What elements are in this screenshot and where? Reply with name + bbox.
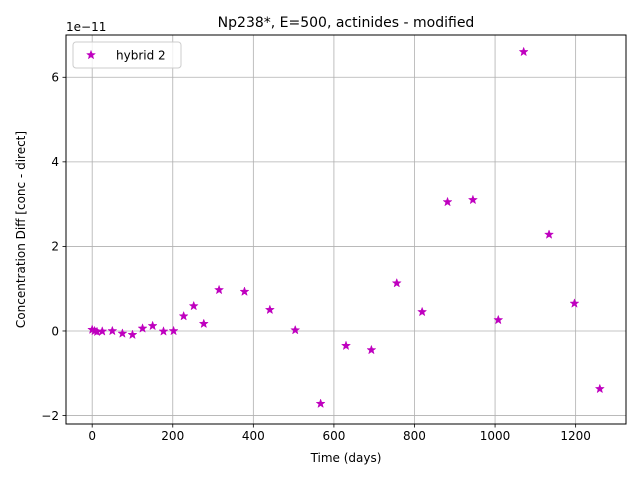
- legend-label-hybrid-2: hybrid 2: [116, 49, 166, 63]
- data-point: [214, 284, 225, 295]
- axes-frame: [65, 34, 627, 425]
- x-tick-label: 400: [242, 429, 265, 443]
- grid-lines: [66, 35, 626, 424]
- data-point: [137, 323, 148, 333]
- legend-box: [72, 41, 182, 69]
- data-point: [340, 340, 352, 351]
- data-point: [543, 229, 555, 239]
- data-point: [198, 318, 209, 329]
- data-point: [366, 344, 377, 355]
- data-point: [107, 325, 118, 336]
- data-point: [178, 310, 189, 321]
- y-axis-offset-label: 1e−11: [66, 20, 106, 34]
- chart-title: Np238*, E=500, actinides - modified: [218, 15, 475, 31]
- x-tick-label: 1000: [480, 429, 511, 443]
- data-point: [158, 326, 169, 336]
- data-points: [87, 46, 605, 409]
- data-point: [518, 46, 529, 57]
- data-point: [117, 328, 128, 338]
- data-point: [315, 398, 326, 409]
- data-point: [188, 300, 199, 311]
- data-point: [127, 329, 138, 340]
- data-point: [290, 324, 301, 335]
- data-point: [147, 320, 158, 331]
- y-tick-label: −2: [41, 409, 59, 423]
- y-tick-label: 4: [51, 155, 59, 169]
- axis-ticks: 0 200 400 600 800 1000 1200 −2 0 2 4 6: [41, 71, 591, 443]
- x-tick-label: 200: [161, 429, 184, 443]
- data-point: [168, 325, 179, 336]
- data-point: [391, 277, 402, 288]
- x-axis-label: Time (days): [310, 451, 382, 465]
- y-tick-label: 6: [51, 71, 59, 85]
- y-tick-label: 0: [51, 324, 59, 338]
- data-point: [594, 383, 605, 394]
- y-axis-label: Concentration Diff [conc - direct]: [14, 131, 28, 328]
- data-point: [493, 314, 504, 325]
- data-point: [417, 306, 428, 317]
- data-point: [97, 326, 108, 336]
- y-tick-label: 2: [51, 240, 59, 254]
- legend: hybrid 2: [72, 41, 182, 69]
- legend-marker-star: [85, 49, 97, 60]
- x-tick-label: 1200: [560, 429, 591, 443]
- data-point: [569, 298, 580, 308]
- data-point: [467, 194, 478, 205]
- data-point: [442, 196, 453, 207]
- data-point: [264, 304, 275, 315]
- x-tick-label: 0: [88, 429, 96, 443]
- x-tick-label: 600: [322, 429, 345, 443]
- data-point: [239, 286, 250, 296]
- x-tick-label: 800: [403, 429, 426, 443]
